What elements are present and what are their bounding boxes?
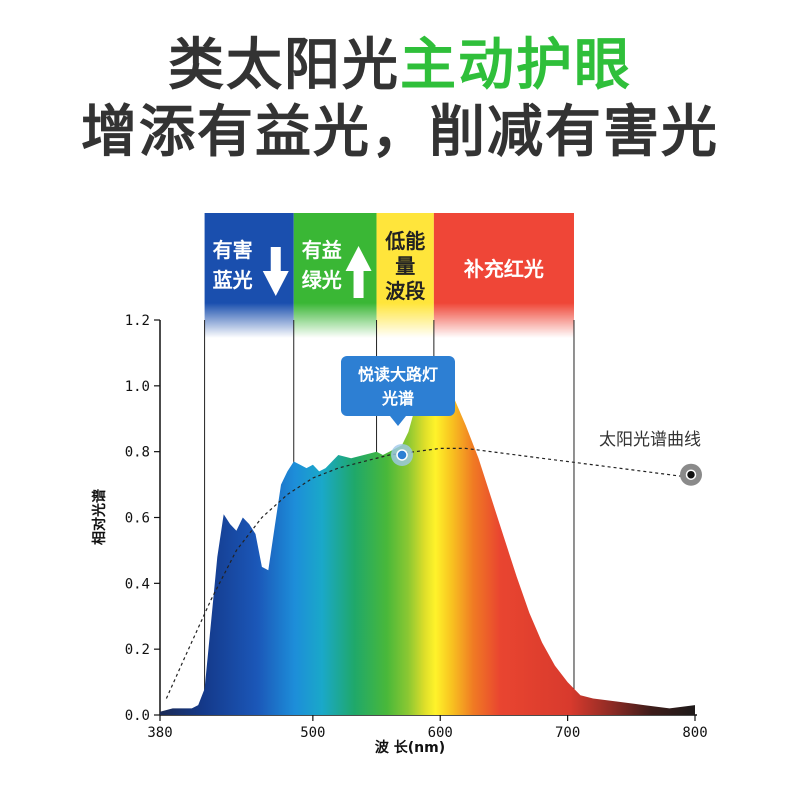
x-tick-label: 700 <box>555 725 580 741</box>
x-tick-label: 500 <box>300 725 325 741</box>
spectrum-fill-area <box>160 389 695 715</box>
band-label: 有益 <box>302 238 342 262</box>
callout-line-1: 悦读大路灯 <box>358 365 438 384</box>
x-tick-label: 380 <box>147 725 172 741</box>
arrow-down-icon <box>262 247 289 296</box>
band-low-energy <box>376 213 434 338</box>
x-axis-label: 波 长(nm) <box>375 739 445 756</box>
chart-markers <box>391 443 702 486</box>
arrow-shaft <box>270 247 281 273</box>
band-label: 低能 <box>384 229 425 253</box>
band-label: 量 <box>395 254 415 278</box>
arrow-head <box>262 271 289 296</box>
arrow-shaft <box>353 270 364 298</box>
arrow-head <box>345 246 372 271</box>
band-label: 波段 <box>385 279 425 303</box>
x-tick-label: 600 <box>428 725 453 741</box>
sun-marker-dot <box>685 469 697 480</box>
callout-pointer <box>390 416 406 426</box>
headline-dark-part: 类太阳光 <box>168 33 400 98</box>
headline-green-part: 主动护眼 <box>400 33 632 98</box>
band-label: 蓝光 <box>213 268 253 292</box>
x-tick-label: 800 <box>682 725 707 741</box>
band-label: 绿光 <box>302 268 342 292</box>
sun-curve-label: 太阳光谱曲线 <box>599 430 701 450</box>
y-tick-label: 0.4 <box>125 576 150 592</box>
band-label: 补充红光 <box>463 257 544 281</box>
lamp-spectrum-callout: 悦读大路灯 光谱 <box>341 356 455 426</box>
callout-line-2: 光谱 <box>381 389 414 408</box>
band-red-supplement <box>433 213 574 338</box>
arrow-up-icon <box>345 246 372 298</box>
chart-axes: 0.0 0.2 0.4 0.6 0.8 1.0 1.2 380 500 600 700 800 相对光谱… <box>91 313 708 756</box>
y-tick-label: 0.2 <box>125 642 150 658</box>
lamp-marker-dot <box>396 449 408 461</box>
spectrum-area <box>160 389 695 715</box>
y-tick-label: 0.0 <box>125 708 150 724</box>
y-tick-label: 0.8 <box>125 445 150 461</box>
headline-line-2: 增添有益光，削减有害光 <box>81 100 719 165</box>
band-label: 有害 <box>213 238 253 262</box>
y-axis-label: 相对光谱 <box>91 489 108 545</box>
callout-box <box>341 356 455 416</box>
headline-line-1: 类太阳光主动护眼 <box>0 38 800 94</box>
y-tick-label: 1.0 <box>125 379 150 395</box>
y-tick-label: 1.2 <box>125 313 150 329</box>
y-tick-label: 0.6 <box>125 511 150 527</box>
